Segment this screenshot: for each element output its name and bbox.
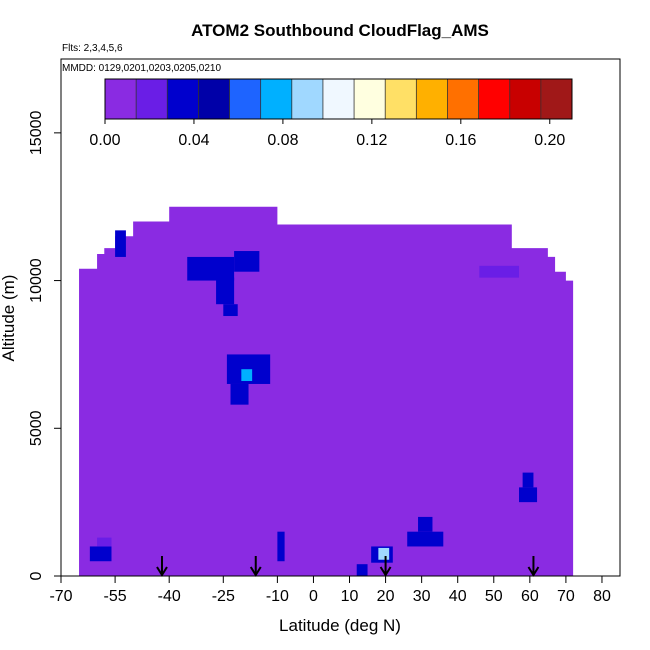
colorbar-segment — [105, 79, 137, 119]
x-tick-label: -70 — [49, 588, 72, 605]
axes: -70 -55 -40 -25 -10 0 10 20 30 40 50 60 70 80 0 5000 100… — [28, 111, 611, 605]
colorbar-segment — [167, 79, 199, 119]
x-tick-label: 60 — [521, 588, 539, 605]
dates-label: MMDD: 0129,0201,0203,0205,0210 — [62, 63, 221, 74]
heatmap-cell — [89, 546, 112, 562]
heatmap-cell — [522, 472, 534, 488]
flight-arrow-head — [379, 566, 392, 577]
colorbar-segment — [509, 79, 542, 119]
colorbar-tick-label: 0.20 — [534, 132, 565, 149]
flight-arrow-head — [527, 566, 540, 577]
heatmap-cell — [378, 547, 390, 560]
heatmap-cell — [234, 251, 260, 272]
colorbar-segment — [416, 79, 448, 119]
colorbar-segment — [229, 79, 262, 119]
y-tick-label: 15000 — [28, 111, 45, 156]
x-tick-label: -25 — [212, 588, 235, 605]
colorbar-segment — [447, 79, 480, 119]
colorbar-segment — [540, 79, 573, 119]
y-tick-label: 10000 — [28, 258, 45, 303]
colorbar-segment — [385, 79, 417, 119]
heatmap-cell — [519, 487, 538, 503]
heatmap-cell — [97, 537, 112, 547]
heatmap-cell — [187, 256, 235, 281]
y-axis-label: Altitude (m) — [0, 275, 18, 362]
heatmap-cell — [277, 531, 285, 562]
heatmap-cell — [407, 531, 444, 547]
colorbar-segment — [322, 79, 355, 119]
colorbar-segment — [354, 79, 386, 119]
heatmap-cell — [418, 516, 433, 532]
heatmap-cell — [241, 369, 253, 382]
heatmap-cell — [230, 383, 249, 405]
x-tick-label: 50 — [485, 588, 503, 605]
x-axis-label: Latitude (deg N) — [279, 616, 401, 635]
x-tick-label: -55 — [104, 588, 127, 605]
x-tick-label: 70 — [557, 588, 575, 605]
colorbar-segment — [136, 79, 168, 119]
x-tick-label: -40 — [158, 588, 181, 605]
colorbar-tick-label: 0.12 — [356, 132, 387, 149]
colorbar-segment — [291, 79, 324, 119]
heatmap-cell — [356, 564, 368, 576]
heatmap-cell — [479, 265, 520, 278]
x-tick-label: -10 — [266, 588, 289, 605]
flight-arrow-head — [249, 566, 262, 577]
x-tick-label: 10 — [341, 588, 359, 605]
flight-arrow-head — [156, 566, 168, 577]
colorbar-segment — [198, 79, 231, 119]
colorbar-segment — [478, 79, 511, 119]
colorbar-tick-label: 0.04 — [178, 132, 209, 149]
x-tick-label: 20 — [377, 588, 395, 605]
chart-title: ATOM2 Southbound CloudFlag_AMS — [191, 21, 489, 40]
plot-area — [79, 206, 574, 577]
x-tick-label: 40 — [449, 588, 467, 605]
coverage-area — [79, 206, 574, 576]
heatmap-cell — [115, 230, 126, 257]
colorbar-frame — [104, 78, 573, 120]
colorbar-segment — [260, 79, 293, 119]
flights-label: Flts: 2,3,4,5,6 — [62, 43, 123, 54]
colorbar-tick-label: 0.08 — [267, 132, 298, 149]
colorbar-tick-label: 0.16 — [445, 132, 476, 149]
x-tick-label: 30 — [413, 588, 431, 605]
heatmap-cell — [223, 304, 238, 317]
y-tick-label: 5000 — [28, 410, 45, 446]
y-tick-label: 0 — [28, 571, 45, 580]
x-tick-label: 0 — [309, 588, 318, 605]
heatmap-cell — [216, 277, 235, 305]
x-tick-label: 80 — [593, 588, 611, 605]
colorbar: 0.00 0.04 0.08 0.12 0.16 0.20 — [89, 78, 573, 149]
plot-frame — [60, 58, 621, 577]
colorbar-tick-label: 0.00 — [89, 132, 120, 149]
